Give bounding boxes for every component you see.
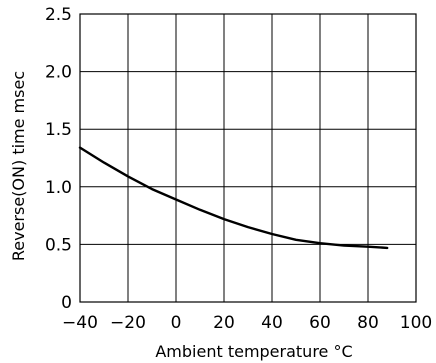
- grid: [80, 14, 416, 302]
- y-tick-label: 0: [61, 293, 72, 313]
- x-tick-label: 40: [261, 313, 283, 333]
- y-tick-label: 0.5: [45, 235, 72, 255]
- x-tick-label: 80: [357, 313, 379, 333]
- plot-frame: [79, 13, 417, 303]
- x-tick-label: −40: [62, 313, 98, 333]
- x-tick-label: 60: [309, 313, 331, 333]
- x-tick-label: 100: [400, 313, 432, 333]
- x-tick-label: −20: [110, 313, 146, 333]
- tick-labels: −40 −20 0 20 40 60 80 100 0 0.5 1.0 1.5 2.0 2.5: [45, 5, 432, 333]
- y-axis-label: Reverse(ON) time msec: [9, 71, 28, 261]
- series-line: [78, 146, 389, 250]
- y-tick-label: 1.5: [45, 120, 72, 140]
- x-tick-label: 0: [171, 313, 182, 333]
- y-tick-label: 2.0: [45, 63, 72, 83]
- x-axis-label: Ambient temperature °C: [155, 342, 352, 361]
- y-tick-label: 2.5: [45, 5, 72, 25]
- series-layer: [78, 146, 389, 250]
- x-tick-label: 20: [213, 313, 235, 333]
- y-tick-label: 1.0: [45, 178, 72, 198]
